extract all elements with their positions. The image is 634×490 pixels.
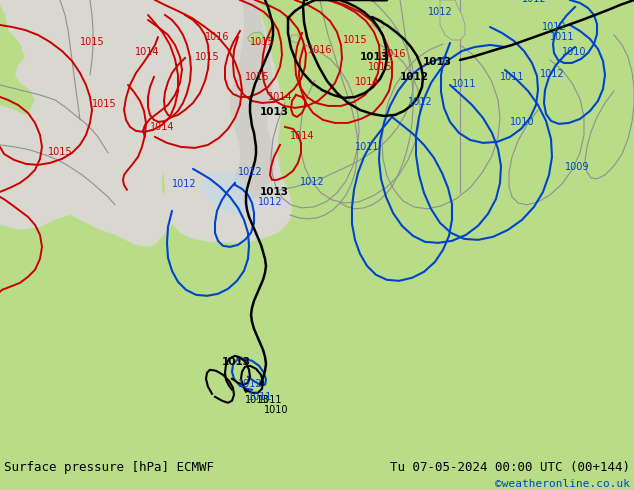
Text: 1013: 1013 (260, 187, 289, 197)
Text: 1013: 1013 (360, 52, 389, 62)
Text: 1012: 1012 (540, 69, 565, 79)
Polygon shape (0, 0, 22, 60)
Text: 1012: 1012 (238, 379, 262, 389)
Polygon shape (200, 171, 254, 215)
Text: 1015: 1015 (48, 147, 73, 157)
Text: 1014: 1014 (355, 77, 380, 87)
Polygon shape (372, 18, 383, 29)
Polygon shape (230, 0, 275, 201)
Text: 1012: 1012 (258, 197, 283, 207)
Text: 1012: 1012 (400, 72, 429, 82)
Text: 1014: 1014 (135, 47, 160, 57)
Text: 1009: 1009 (565, 162, 590, 172)
Text: Surface pressure [hPa] ECMWF: Surface pressure [hPa] ECMWF (4, 461, 214, 474)
Text: 1015: 1015 (250, 37, 275, 47)
Polygon shape (440, 0, 465, 40)
Text: 1012: 1012 (522, 0, 547, 4)
Polygon shape (248, 32, 264, 45)
Text: 1012: 1012 (542, 22, 567, 32)
Text: 1011: 1011 (258, 395, 283, 405)
Text: 1012: 1012 (408, 97, 432, 107)
Text: 1014: 1014 (150, 122, 174, 132)
Polygon shape (590, 0, 622, 120)
Text: 1012: 1012 (238, 167, 262, 177)
Text: 1016: 1016 (205, 32, 230, 42)
Text: 1011: 1011 (500, 72, 524, 82)
Text: 1010: 1010 (562, 47, 586, 57)
Text: Tu 07-05-2024 00:00 UTC (00+144): Tu 07-05-2024 00:00 UTC (00+144) (390, 461, 630, 474)
Polygon shape (158, 0, 292, 243)
Text: 1011: 1011 (452, 79, 477, 89)
Text: 1013: 1013 (423, 57, 452, 67)
Text: 1011: 1011 (550, 32, 574, 42)
Text: 1010: 1010 (510, 117, 534, 127)
Text: 1012: 1012 (566, 0, 591, 2)
Text: 1014: 1014 (268, 92, 292, 102)
Text: 1015: 1015 (343, 35, 368, 45)
Text: 1013: 1013 (222, 357, 251, 367)
Polygon shape (0, 0, 35, 115)
Polygon shape (460, 0, 560, 259)
Text: 1010: 1010 (264, 405, 288, 415)
Text: 1015: 1015 (80, 37, 105, 47)
Text: 1015: 1015 (368, 62, 392, 72)
Polygon shape (0, 0, 178, 247)
Text: 1013: 1013 (245, 395, 269, 405)
Text: 1011: 1011 (248, 392, 273, 402)
Text: 1015: 1015 (92, 99, 117, 109)
Text: 1012: 1012 (428, 7, 453, 17)
Text: 1012: 1012 (300, 177, 325, 187)
Text: 1015: 1015 (195, 52, 219, 62)
Text: 1016: 1016 (308, 45, 332, 55)
Text: 1015: 1015 (245, 72, 269, 82)
Polygon shape (290, 35, 300, 43)
Text: 1012: 1012 (172, 179, 197, 189)
Text: 1017: 1017 (275, 0, 300, 2)
Text: 1013: 1013 (260, 107, 289, 117)
Text: ©weatheronline.co.uk: ©weatheronline.co.uk (495, 479, 630, 489)
Text: 1016: 1016 (382, 49, 406, 59)
Text: 1011: 1011 (355, 142, 380, 152)
Text: 1014: 1014 (290, 131, 314, 141)
